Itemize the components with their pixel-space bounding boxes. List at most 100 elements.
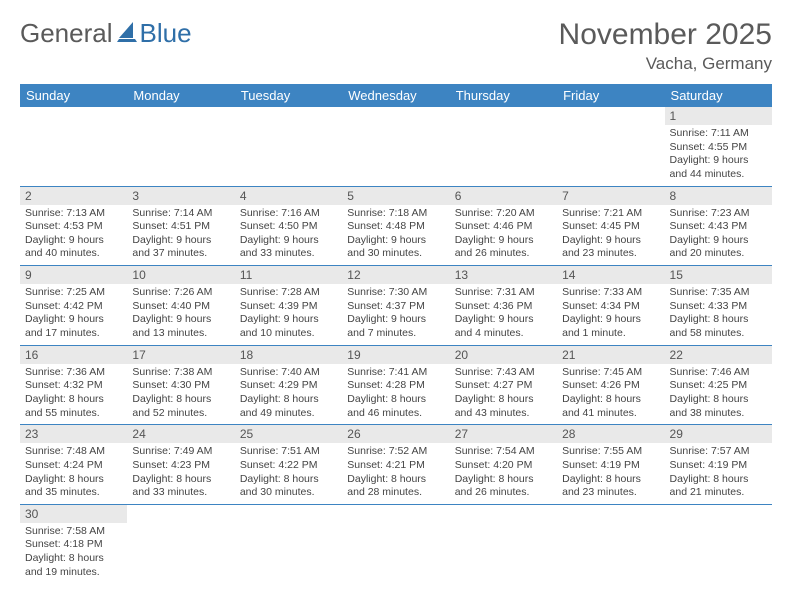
calendar-cell: 17Sunrise: 7:38 AMSunset: 4:30 PMDayligh…: [127, 345, 234, 425]
day-content: Sunrise: 7:25 AMSunset: 4:42 PMDaylight:…: [20, 284, 127, 345]
day-content: Sunrise: 7:57 AMSunset: 4:19 PMDaylight:…: [665, 443, 772, 504]
weekday-header: Sunday: [20, 84, 127, 107]
day-content: Sunrise: 7:11 AMSunset: 4:55 PMDaylight:…: [665, 125, 772, 186]
calendar-cell: 11Sunrise: 7:28 AMSunset: 4:39 PMDayligh…: [235, 266, 342, 346]
header: General Blue November 2025 Vacha, German…: [20, 18, 772, 74]
calendar-cell: 5Sunrise: 7:18 AMSunset: 4:48 PMDaylight…: [342, 186, 449, 266]
calendar-cell: 16Sunrise: 7:36 AMSunset: 4:32 PMDayligh…: [20, 345, 127, 425]
calendar-cell: [342, 504, 449, 583]
calendar-cell: 1Sunrise: 7:11 AMSunset: 4:55 PMDaylight…: [665, 107, 772, 186]
day-number: 7: [557, 187, 664, 205]
day-number: 9: [20, 266, 127, 284]
logo-text-blue: Blue: [140, 18, 192, 49]
calendar-cell: [665, 504, 772, 583]
month-title: November 2025: [559, 18, 772, 52]
day-number: 25: [235, 425, 342, 443]
day-content: Sunrise: 7:21 AMSunset: 4:45 PMDaylight:…: [557, 205, 664, 266]
calendar-cell: 2Sunrise: 7:13 AMSunset: 4:53 PMDaylight…: [20, 186, 127, 266]
day-content: Sunrise: 7:14 AMSunset: 4:51 PMDaylight:…: [127, 205, 234, 266]
day-content: Sunrise: 7:23 AMSunset: 4:43 PMDaylight:…: [665, 205, 772, 266]
calendar-cell: 27Sunrise: 7:54 AMSunset: 4:20 PMDayligh…: [450, 425, 557, 505]
day-number: 11: [235, 266, 342, 284]
calendar-cell: [235, 107, 342, 186]
calendar-cell: 21Sunrise: 7:45 AMSunset: 4:26 PMDayligh…: [557, 345, 664, 425]
day-number: 30: [20, 505, 127, 523]
weekday-header: Saturday: [665, 84, 772, 107]
day-number: 16: [20, 346, 127, 364]
day-number: 10: [127, 266, 234, 284]
day-content: Sunrise: 7:52 AMSunset: 4:21 PMDaylight:…: [342, 443, 449, 504]
day-content: Sunrise: 7:46 AMSunset: 4:25 PMDaylight:…: [665, 364, 772, 425]
day-content: Sunrise: 7:28 AMSunset: 4:39 PMDaylight:…: [235, 284, 342, 345]
calendar-cell: [557, 504, 664, 583]
day-content: Sunrise: 7:18 AMSunset: 4:48 PMDaylight:…: [342, 205, 449, 266]
calendar-cell: 9Sunrise: 7:25 AMSunset: 4:42 PMDaylight…: [20, 266, 127, 346]
calendar-cell: [342, 107, 449, 186]
day-number: 15: [665, 266, 772, 284]
day-number: 13: [450, 266, 557, 284]
logo: General Blue: [20, 18, 192, 49]
calendar-cell: [127, 504, 234, 583]
calendar-cell: 20Sunrise: 7:43 AMSunset: 4:27 PMDayligh…: [450, 345, 557, 425]
weekday-header: Tuesday: [235, 84, 342, 107]
day-content: Sunrise: 7:16 AMSunset: 4:50 PMDaylight:…: [235, 205, 342, 266]
day-content: Sunrise: 7:49 AMSunset: 4:23 PMDaylight:…: [127, 443, 234, 504]
weekday-header: Wednesday: [342, 84, 449, 107]
calendar-cell: 30Sunrise: 7:58 AMSunset: 4:18 PMDayligh…: [20, 504, 127, 583]
calendar-cell: [450, 504, 557, 583]
calendar-header-row: SundayMondayTuesdayWednesdayThursdayFrid…: [20, 84, 772, 107]
logo-text-general: General: [20, 18, 113, 49]
day-content: Sunrise: 7:40 AMSunset: 4:29 PMDaylight:…: [235, 364, 342, 425]
day-content: Sunrise: 7:36 AMSunset: 4:32 PMDaylight:…: [20, 364, 127, 425]
day-content: Sunrise: 7:58 AMSunset: 4:18 PMDaylight:…: [20, 523, 127, 584]
weekday-header: Thursday: [450, 84, 557, 107]
logo-sail-icon: [115, 20, 139, 42]
calendar-cell: 4Sunrise: 7:16 AMSunset: 4:50 PMDaylight…: [235, 186, 342, 266]
calendar-cell: 28Sunrise: 7:55 AMSunset: 4:19 PMDayligh…: [557, 425, 664, 505]
day-content: Sunrise: 7:33 AMSunset: 4:34 PMDaylight:…: [557, 284, 664, 345]
day-content: Sunrise: 7:41 AMSunset: 4:28 PMDaylight:…: [342, 364, 449, 425]
calendar-cell: [20, 107, 127, 186]
day-number: 18: [235, 346, 342, 364]
day-content: Sunrise: 7:31 AMSunset: 4:36 PMDaylight:…: [450, 284, 557, 345]
day-number: 4: [235, 187, 342, 205]
calendar-cell: [127, 107, 234, 186]
calendar-cell: 19Sunrise: 7:41 AMSunset: 4:28 PMDayligh…: [342, 345, 449, 425]
calendar-cell: [235, 504, 342, 583]
day-content: Sunrise: 7:54 AMSunset: 4:20 PMDaylight:…: [450, 443, 557, 504]
day-number: 21: [557, 346, 664, 364]
day-content: Sunrise: 7:45 AMSunset: 4:26 PMDaylight:…: [557, 364, 664, 425]
calendar-cell: 7Sunrise: 7:21 AMSunset: 4:45 PMDaylight…: [557, 186, 664, 266]
day-number: 3: [127, 187, 234, 205]
day-content: Sunrise: 7:13 AMSunset: 4:53 PMDaylight:…: [20, 205, 127, 266]
calendar-cell: 10Sunrise: 7:26 AMSunset: 4:40 PMDayligh…: [127, 266, 234, 346]
day-number: 14: [557, 266, 664, 284]
day-content: Sunrise: 7:35 AMSunset: 4:33 PMDaylight:…: [665, 284, 772, 345]
day-number: 5: [342, 187, 449, 205]
calendar-cell: 24Sunrise: 7:49 AMSunset: 4:23 PMDayligh…: [127, 425, 234, 505]
calendar-body: 1Sunrise: 7:11 AMSunset: 4:55 PMDaylight…: [20, 107, 772, 583]
day-number: 28: [557, 425, 664, 443]
location: Vacha, Germany: [559, 54, 772, 74]
day-number: 22: [665, 346, 772, 364]
day-content: Sunrise: 7:51 AMSunset: 4:22 PMDaylight:…: [235, 443, 342, 504]
day-number: 17: [127, 346, 234, 364]
calendar-cell: 26Sunrise: 7:52 AMSunset: 4:21 PMDayligh…: [342, 425, 449, 505]
day-content: Sunrise: 7:48 AMSunset: 4:24 PMDaylight:…: [20, 443, 127, 504]
day-content: Sunrise: 7:20 AMSunset: 4:46 PMDaylight:…: [450, 205, 557, 266]
calendar-cell: 8Sunrise: 7:23 AMSunset: 4:43 PMDaylight…: [665, 186, 772, 266]
day-number: 27: [450, 425, 557, 443]
day-number: 29: [665, 425, 772, 443]
day-number: 12: [342, 266, 449, 284]
calendar-cell: 18Sunrise: 7:40 AMSunset: 4:29 PMDayligh…: [235, 345, 342, 425]
calendar-cell: 13Sunrise: 7:31 AMSunset: 4:36 PMDayligh…: [450, 266, 557, 346]
day-number: 24: [127, 425, 234, 443]
title-block: November 2025 Vacha, Germany: [559, 18, 772, 74]
calendar-cell: 15Sunrise: 7:35 AMSunset: 4:33 PMDayligh…: [665, 266, 772, 346]
weekday-header: Friday: [557, 84, 664, 107]
calendar-cell: 6Sunrise: 7:20 AMSunset: 4:46 PMDaylight…: [450, 186, 557, 266]
day-number: 8: [665, 187, 772, 205]
day-number: 20: [450, 346, 557, 364]
day-number: 26: [342, 425, 449, 443]
calendar-cell: 3Sunrise: 7:14 AMSunset: 4:51 PMDaylight…: [127, 186, 234, 266]
